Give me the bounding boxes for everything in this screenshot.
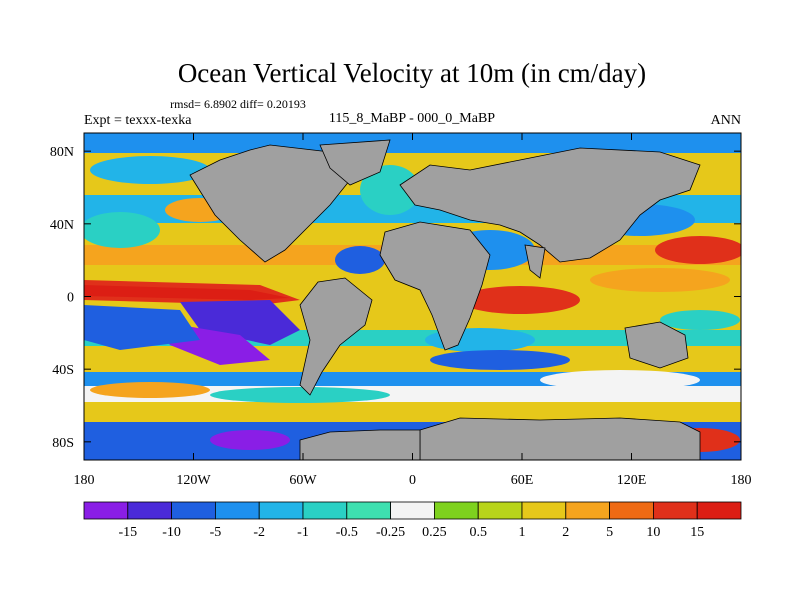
map-plot-area [84,133,741,460]
lat-label: 40N [50,218,74,233]
colorbar-label: 1 [519,525,526,540]
lat-label: 0 [67,291,74,306]
lon-label: 180 [731,473,752,488]
lon-label: 0 [409,473,416,488]
colorbar-label: 10 [646,525,660,540]
lat-label: 80S [52,436,74,451]
season-label: ANN [711,113,741,128]
lat-label: 40S [52,363,74,378]
lon-label: 120E [617,473,647,488]
colorbar-swatch [521,501,567,520]
colorbar-label: -5 [210,525,222,540]
colorbar: -15 -10 -5 -2 -1 -0.5 -0.25 0.25 0.5 1 2 5 10 15 [83,501,742,540]
colorbar-swatch [433,501,479,520]
colorbar-label: -1 [297,525,309,540]
colorbar-swatch [390,501,435,520]
lon-label: 180 [74,473,95,488]
colorbar-label: -15 [118,525,137,540]
colorbar-swatch [696,501,742,520]
colorbar-swatch [565,501,610,520]
colorbar-label: -0.25 [376,525,405,540]
colorbar-swatch [171,501,216,520]
colorbar-label: 15 [690,525,704,540]
longitude-axis: 180 120W 60W 0 60E 120E 180 [74,133,752,488]
stats-label: rmsd= 6.8902 diff= 0.20193 [170,97,306,111]
colorbar-label: -0.5 [336,525,358,540]
lon-label: 60W [289,473,317,488]
colorbar-swatch [214,501,260,520]
latitude-axis: 80N 40N 0 40S 80S [50,145,741,451]
colorbar-label: -10 [162,525,181,540]
colorbar-label: 0.5 [469,525,487,540]
colorbar-swatch [127,501,173,520]
comparison-label: 115_8_MaBP - 000_0_MaBP [329,111,495,126]
colorbar-swatch [258,501,304,520]
colorbar-swatch [477,501,523,520]
colorbar-swatch [346,501,391,520]
colorbar-swatch [302,501,348,520]
colorbar-label: 2 [562,525,569,540]
lon-label: 120W [176,473,211,488]
colorbar-label: 0.25 [422,525,447,540]
colorbar-label: 5 [606,525,613,540]
lon-label: 60E [511,473,534,488]
lat-label: 80N [50,145,74,160]
colorbar-label: -2 [253,525,265,540]
land-mask [189,139,701,460]
colorbar-swatch [609,501,654,520]
figure-title: Ocean Vertical Velocity at 10m (in cm/da… [178,58,646,88]
colorbar-swatch [653,501,698,520]
colorbar-swatch [83,501,129,520]
experiment-label: Expt = texxx-texka [84,113,192,128]
